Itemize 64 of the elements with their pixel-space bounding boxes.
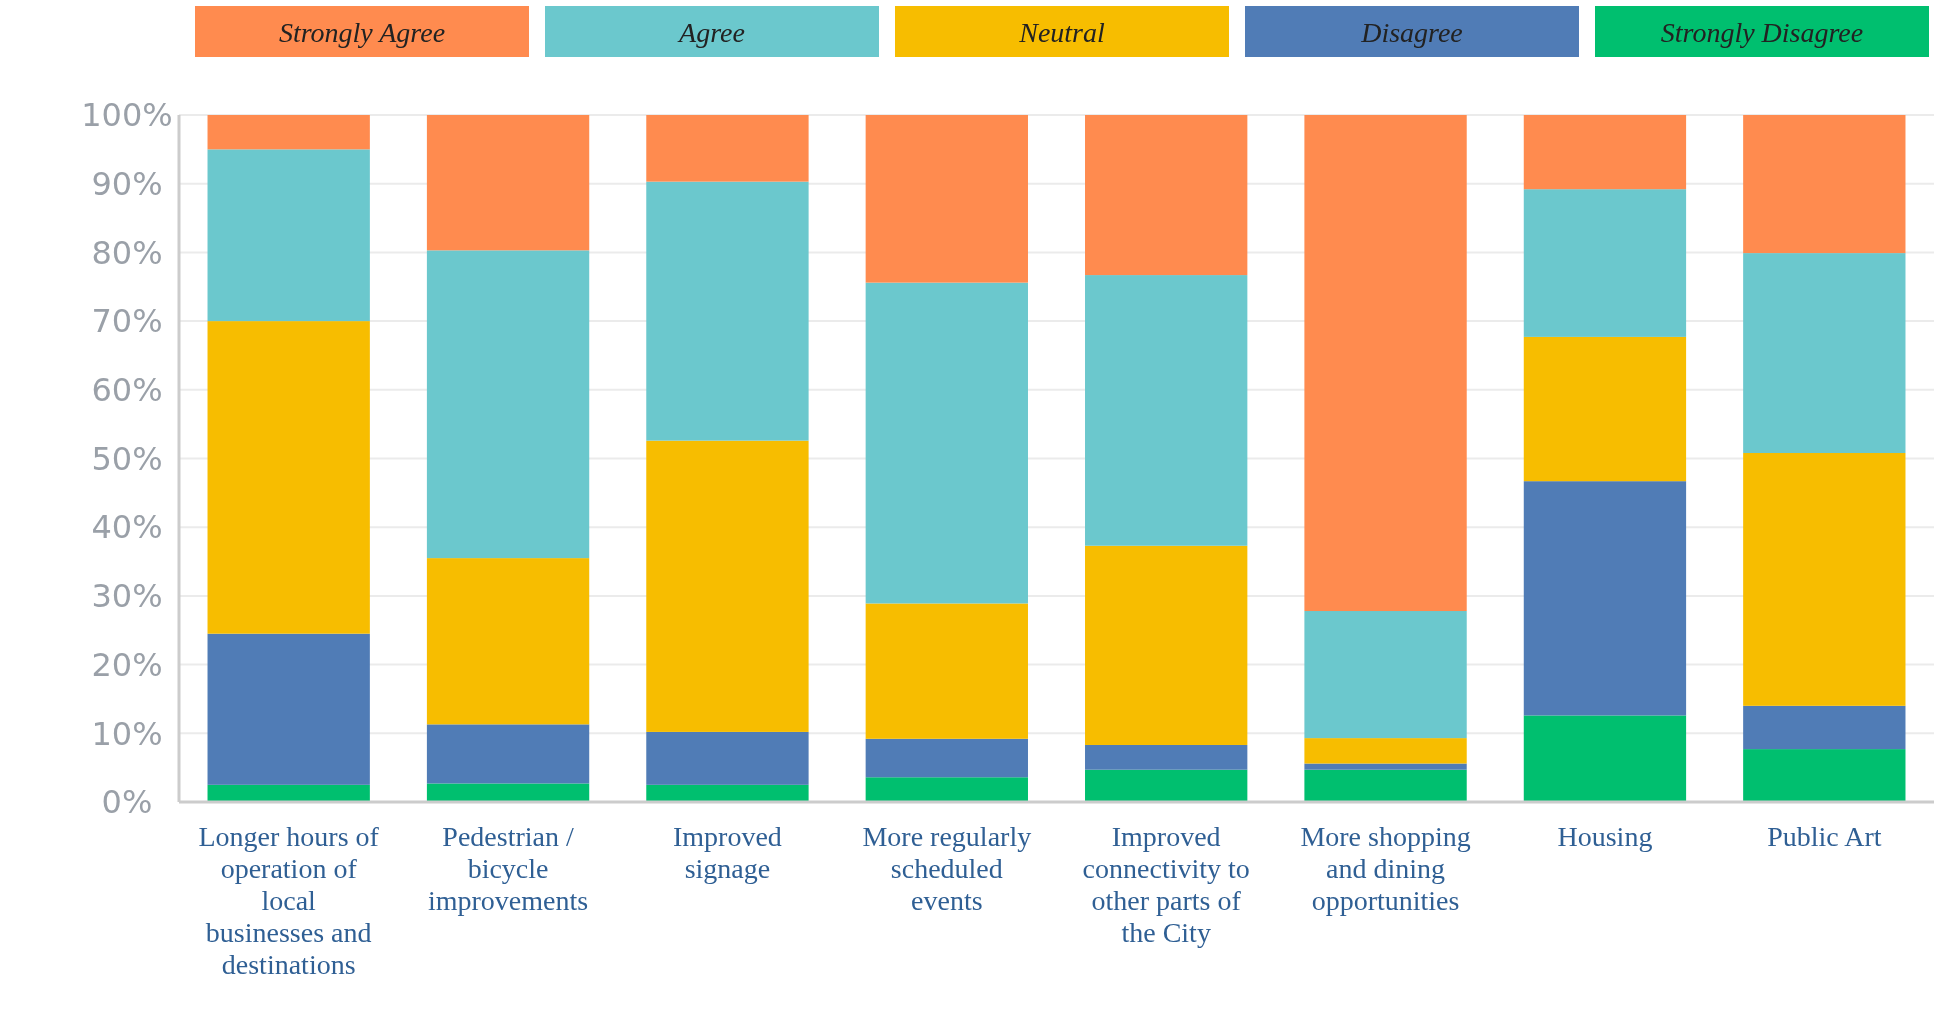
bar (1743, 253, 1906, 453)
x-tick-label: Improved connectivity to other parts of the City (1082, 821, 1250, 948)
y-tick-label: 60% (91, 371, 163, 409)
bar (207, 321, 370, 634)
bar (1304, 769, 1467, 802)
x-tick-label: More regularly scheduled events (862, 821, 1032, 916)
bar (646, 731, 809, 785)
y-tick-label: 90% (91, 164, 163, 203)
y-tick-label: 80% (91, 233, 163, 272)
bar (646, 440, 809, 732)
bar (426, 724, 590, 784)
y-tick-label: 100% (81, 96, 173, 135)
bar (646, 784, 809, 802)
bar (865, 777, 1028, 802)
bar (426, 250, 590, 559)
bar (1523, 715, 1687, 802)
x-tick-label: More shopping and dining opportunities (1300, 821, 1471, 916)
x-tick-label: Pedestrian / bicycle improvements (427, 821, 589, 916)
bar (646, 181, 809, 441)
x-tick-label: Improved signage (673, 821, 782, 884)
bar (1743, 749, 1906, 802)
bar (865, 603, 1028, 739)
bar (207, 115, 370, 150)
text: Disagree (1360, 16, 1463, 48)
bar (1085, 115, 1248, 276)
y-tick-label: 70% (91, 302, 163, 341)
bar (1523, 115, 1687, 190)
bar (1085, 545, 1248, 745)
text: Neutral (1018, 16, 1105, 48)
bar (1523, 189, 1687, 337)
x-tick-label: Public Art (1767, 821, 1882, 852)
bar (865, 738, 1028, 778)
x-tick-label: Housing (1557, 821, 1653, 852)
bar (426, 783, 590, 802)
text: Strongly Disagree (1660, 16, 1864, 48)
bar (1304, 763, 1467, 770)
bar (207, 784, 370, 802)
bar (1304, 115, 1467, 612)
bar (207, 633, 370, 785)
x-tick-label: Longer hours of operation of local businesses and destinations (198, 821, 380, 980)
bar (646, 115, 809, 182)
bar (1743, 115, 1906, 254)
bar (1085, 275, 1248, 546)
bar (1523, 481, 1687, 716)
y-tick-label: 30% (91, 577, 163, 616)
y-tick-label: 40% (91, 508, 163, 547)
bar (865, 282, 1028, 604)
bar (1085, 744, 1248, 770)
text: Agree (677, 16, 745, 48)
text: Strongly Agree (278, 16, 446, 48)
bar (1743, 705, 1906, 750)
bar (426, 115, 590, 251)
bar (207, 149, 370, 322)
bar (1304, 738, 1467, 764)
bar (1743, 453, 1906, 706)
bar (1085, 769, 1248, 802)
bar (1523, 336, 1687, 482)
y-tick-label: 50% (91, 439, 163, 478)
y-tick-label: 0% (101, 783, 153, 822)
bar (426, 558, 590, 725)
y-tick-label: 10% (91, 714, 163, 753)
y-tick-label: 20% (91, 645, 163, 684)
bar (1304, 611, 1467, 739)
bar (865, 115, 1028, 283)
